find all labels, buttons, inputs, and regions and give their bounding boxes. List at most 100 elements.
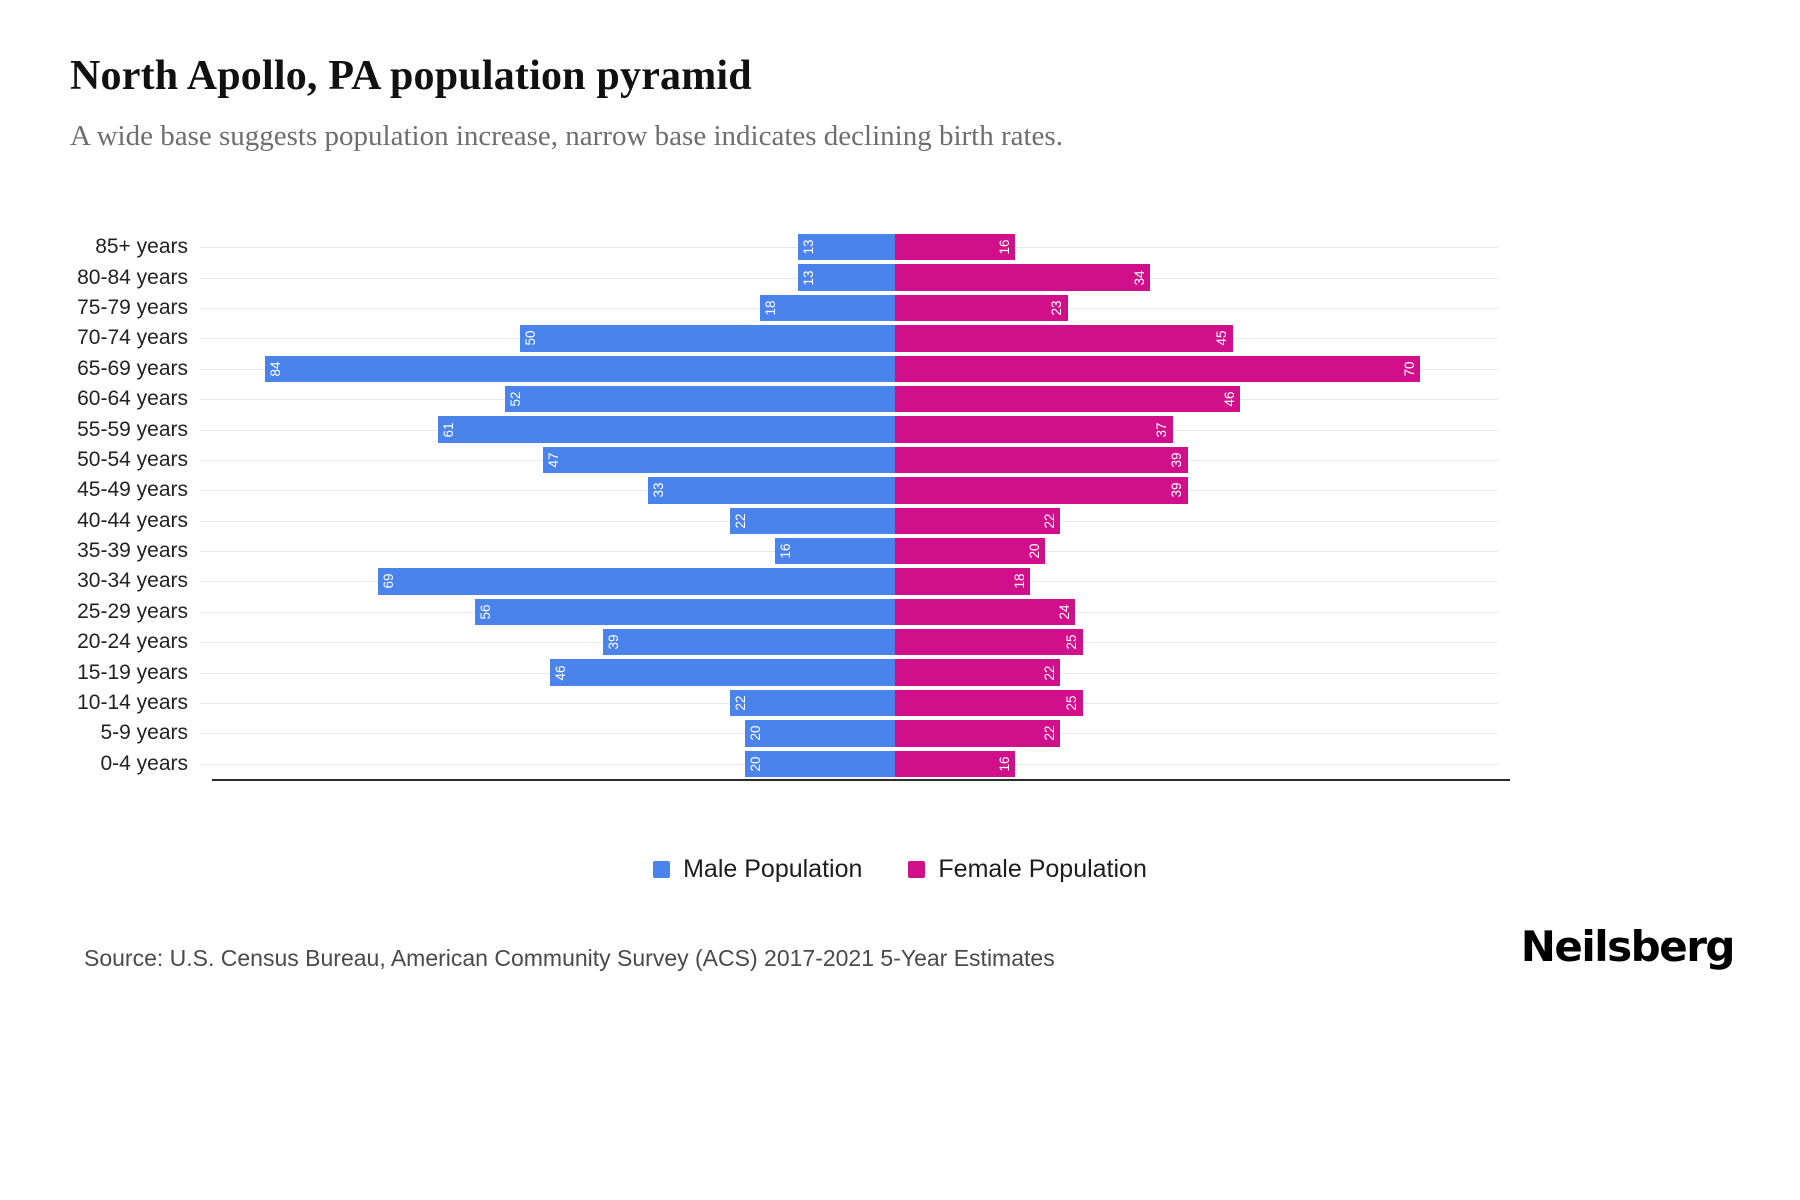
male-value-label: 13 [800,270,816,286]
neilsberg-logo: Neilsberg [1520,922,1736,971]
male-value-label: 47 [545,452,561,468]
pyramid-row: 65-69 years 84 70 [70,354,1510,384]
female-value-label: 16 [996,756,1012,772]
female-value-label: 25 [1064,634,1079,650]
male-bar: 69 [377,568,895,595]
male-bar: 52 [505,385,895,413]
age-group-label: 75-79 years [77,295,188,319]
female-bar: 23 [895,294,1068,322]
female-value-label: 16 [996,239,1012,255]
pyramid-row: 5-9 years 20 22 [70,718,1510,748]
female-value-label: 22 [1041,513,1057,529]
female-bar: 25 [895,689,1083,717]
male-value-label: 52 [508,391,523,407]
male-value-label: 20 [748,756,763,772]
male-value-label: 20 [748,725,763,741]
male-value-label: 69 [380,573,396,589]
female-bar: 34 [895,264,1150,291]
male-bar: 22 [730,507,895,534]
chart-subtitle: A wide base suggests population increase… [70,120,1063,152]
age-group-label: 10-14 years [77,691,188,715]
row-plot-area: 22 25 [200,688,1498,718]
row-plot-area: 69 18 [200,566,1498,596]
female-value-label: 70 [1401,361,1417,377]
male-bar: 50 [520,325,895,352]
population-pyramid-chart: 85+ years 13 16 80-84 years 13 34 75-79 years 1… [70,232,1510,782]
row-plot-area: 47 39 [200,445,1498,475]
female-bar: 46 [895,385,1240,413]
pyramid-row: 75-79 years 18 23 [70,293,1510,323]
male-bar: 20 [745,750,895,778]
age-group-label: 5-9 years [100,721,188,745]
female-bar: 39 [895,477,1188,504]
male-bar: 13 [797,234,895,261]
age-group-label: 15-19 years [77,660,188,684]
male-bar: 61 [437,416,895,443]
female-bar: 22 [895,659,1060,686]
female-bar: 18 [895,568,1030,595]
male-bar: 33 [647,477,895,504]
pyramid-row: 70-74 years 50 45 [70,323,1510,353]
chart-rows: 85+ years 13 16 80-84 years 13 34 75-79 years 1… [70,232,1510,779]
male-value-label: 33 [650,482,666,498]
row-plot-area: 33 39 [200,475,1498,505]
row-plot-area: 20 16 [200,749,1498,779]
male-value-label: 84 [268,361,283,377]
pyramid-row: 40-44 years 22 22 [70,506,1510,536]
female-bar: 39 [895,446,1188,474]
row-plot-area: 22 22 [200,506,1498,536]
pyramid-row: 10-14 years 22 25 [70,688,1510,718]
age-group-label: 0-4 years [100,751,188,775]
female-bar: 24 [895,598,1075,626]
pyramid-row: 45-49 years 33 39 [70,475,1510,505]
row-plot-area: 39 25 [200,627,1498,657]
female-value-label: 23 [1049,300,1064,316]
row-plot-area: 18 23 [200,293,1498,323]
age-group-label: 20-24 years [77,630,188,654]
male-value-label: 61 [440,422,456,438]
female-bar: 16 [895,750,1015,778]
female-bar: 70 [895,355,1420,382]
male-value-label: 18 [763,300,778,316]
pyramid-row: 80-84 years 13 34 [70,262,1510,292]
legend-item-female[interactable]: Female Population [908,855,1147,884]
female-bar: 22 [895,507,1060,534]
male-bar: 46 [550,659,895,686]
male-value-label: 22 [733,513,748,529]
pyramid-row: 35-39 years 16 20 [70,536,1510,566]
female-value-label: 22 [1041,725,1057,741]
row-plot-area: 20 22 [200,718,1498,748]
age-group-label: 25-29 years [77,599,188,623]
female-value-label: 46 [1221,391,1237,407]
age-group-label: 45-49 years [77,478,188,502]
female-value-label: 45 [1214,330,1229,346]
row-plot-area: 84 70 [200,354,1498,384]
female-value-label: 34 [1131,270,1147,286]
row-plot-area: 46 22 [200,657,1498,687]
row-plot-area: 56 24 [200,597,1498,627]
male-value-label: 46 [553,665,568,681]
legend-item-male[interactable]: Male Population [653,855,862,884]
age-group-label: 55-59 years [77,417,188,441]
pyramid-row: 60-64 years 52 46 [70,384,1510,414]
female-bar: 37 [895,416,1173,443]
pyramid-row: 30-34 years 69 18 [70,566,1510,596]
female-value-label: 24 [1056,604,1072,620]
age-group-label: 50-54 years [77,447,188,471]
age-group-label: 70-74 years [77,326,188,350]
male-bar: 39 [602,629,895,656]
female-value-label: 39 [1169,452,1184,468]
female-value-label: 25 [1064,695,1079,711]
female-bar: 22 [895,720,1060,747]
age-group-label: 30-34 years [77,569,188,593]
age-group-label: 60-64 years [77,387,188,411]
male-bar: 16 [775,537,895,565]
male-bar: 56 [475,598,895,626]
female-value-label: 37 [1154,422,1169,438]
female-bar: 25 [895,629,1083,656]
female-value-label: 20 [1026,543,1042,559]
source-attribution: Source: U.S. Census Bureau, American Com… [84,945,1055,971]
female-value-label: 22 [1041,665,1057,681]
male-bar: 47 [542,446,895,474]
male-value-label: 50 [523,330,538,346]
